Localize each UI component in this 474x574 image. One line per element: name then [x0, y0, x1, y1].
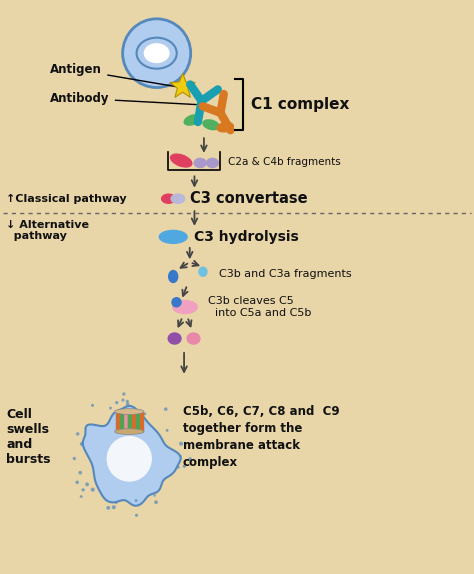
Polygon shape: [170, 73, 195, 98]
Circle shape: [182, 464, 186, 468]
Ellipse shape: [171, 297, 182, 308]
Bar: [116, 412, 119, 432]
Circle shape: [85, 482, 89, 486]
Ellipse shape: [115, 429, 144, 435]
Text: Cell
swells
and
bursts: Cell swells and bursts: [6, 408, 51, 466]
Circle shape: [76, 432, 80, 436]
Text: C1 complex: C1 complex: [251, 97, 349, 113]
Ellipse shape: [167, 332, 182, 345]
Circle shape: [106, 506, 110, 510]
Circle shape: [107, 436, 152, 482]
Circle shape: [154, 501, 158, 504]
Text: C5b, C6, C7, C8 and  C9
together form the
membrane attack
complex: C5b, C6, C7, C8 and C9 together form the…: [182, 405, 339, 470]
Text: Antigen: Antigen: [50, 63, 179, 87]
Text: ↓ Alternative
  pathway: ↓ Alternative pathway: [6, 220, 90, 242]
Circle shape: [177, 466, 180, 469]
Circle shape: [135, 499, 137, 502]
Polygon shape: [83, 406, 181, 506]
Ellipse shape: [115, 409, 144, 414]
Ellipse shape: [168, 270, 178, 283]
Bar: [128, 412, 132, 432]
Circle shape: [115, 401, 118, 404]
Circle shape: [112, 505, 116, 509]
Bar: [120, 412, 124, 432]
Bar: [124, 412, 128, 432]
Ellipse shape: [170, 153, 192, 168]
Text: Antibody: Antibody: [50, 92, 196, 105]
Text: C3b cleaves C5
  into C5a and C5b: C3b cleaves C5 into C5a and C5b: [208, 296, 311, 318]
Ellipse shape: [170, 193, 185, 204]
Text: C3 convertase: C3 convertase: [190, 191, 307, 206]
Circle shape: [154, 494, 156, 497]
Circle shape: [82, 488, 85, 491]
Circle shape: [164, 408, 168, 411]
Circle shape: [143, 413, 146, 416]
Circle shape: [123, 19, 191, 88]
Circle shape: [75, 480, 79, 484]
Ellipse shape: [198, 266, 208, 277]
Circle shape: [80, 442, 84, 446]
Ellipse shape: [137, 38, 177, 69]
Circle shape: [126, 402, 129, 406]
Ellipse shape: [144, 43, 170, 63]
Circle shape: [78, 471, 82, 475]
Circle shape: [80, 495, 82, 498]
Circle shape: [135, 514, 138, 517]
Circle shape: [115, 502, 118, 504]
Bar: [132, 412, 136, 432]
Text: C2a & C4b fragments: C2a & C4b fragments: [228, 157, 341, 166]
Circle shape: [91, 487, 95, 492]
Bar: [140, 412, 144, 432]
Bar: [136, 412, 140, 432]
Ellipse shape: [193, 158, 207, 168]
Circle shape: [91, 404, 94, 407]
Ellipse shape: [172, 300, 198, 314]
Ellipse shape: [206, 158, 219, 168]
Circle shape: [122, 392, 126, 395]
Text: C3b and C3a fragments: C3b and C3a fragments: [219, 269, 352, 279]
Circle shape: [73, 457, 76, 460]
Circle shape: [188, 457, 192, 461]
Ellipse shape: [202, 119, 220, 130]
Ellipse shape: [186, 332, 201, 345]
Ellipse shape: [161, 193, 176, 204]
Circle shape: [126, 400, 129, 403]
Ellipse shape: [216, 122, 234, 133]
Circle shape: [165, 429, 169, 432]
Ellipse shape: [183, 114, 201, 126]
Text: C3 hydrolysis: C3 hydrolysis: [194, 230, 299, 244]
Circle shape: [121, 398, 125, 402]
Circle shape: [109, 406, 112, 409]
Text: ↑Classical pathway: ↑Classical pathway: [6, 193, 127, 204]
Ellipse shape: [158, 230, 188, 244]
Circle shape: [179, 441, 183, 446]
